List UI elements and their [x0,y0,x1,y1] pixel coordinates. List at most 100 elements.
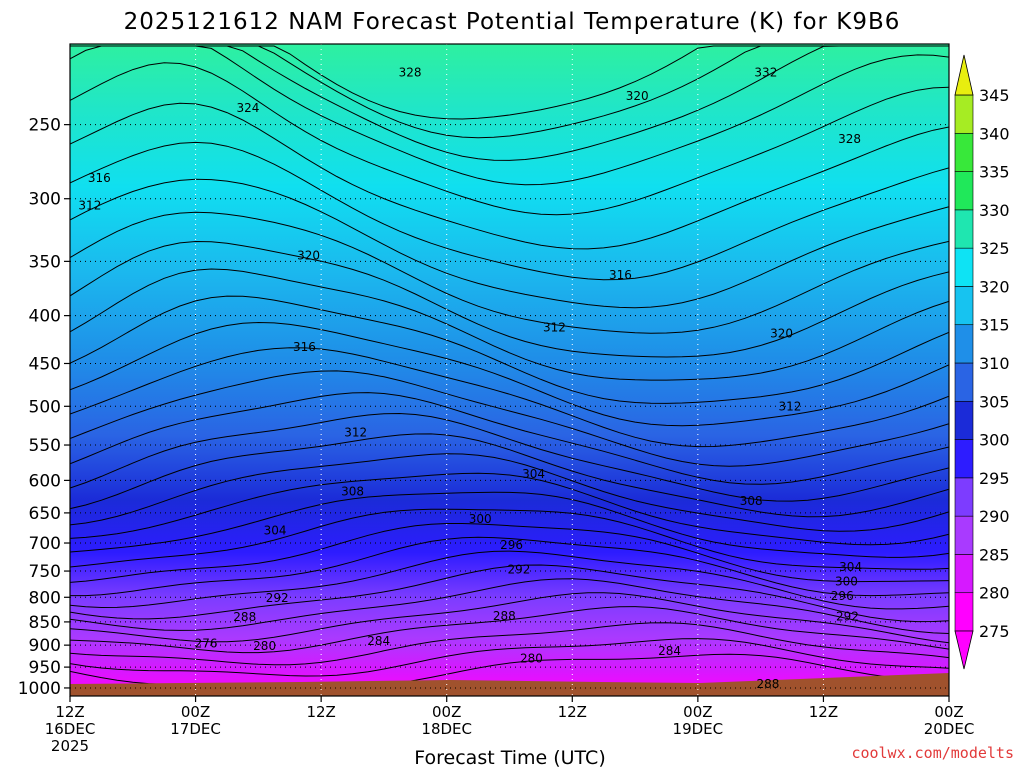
isentrope-line [70,412,949,502]
colorbar-tick-label: 275 [979,622,1010,641]
isentrope-line [70,268,949,381]
colorbar-segment [954,554,974,594]
isentrope-line [70,606,949,654]
x-tick-label: 00Z [683,703,712,721]
contour-label: 300 [469,512,492,526]
x-tick-label: 17DEC [170,720,221,738]
terrain-ground [70,673,949,696]
contour-label: 320 [770,327,793,341]
y-tick-label: 850 [29,613,61,633]
y-tick-label: 300 [29,190,61,210]
isentrope-line [70,550,949,610]
isentrope-line [70,592,949,644]
chart-title: 2025121612 NAM Forecast Potential Temper… [124,9,901,35]
contour-label: 328 [838,132,861,146]
contour-label: 320 [626,89,649,103]
isentrope-line [70,321,949,427]
isentrope-line [70,508,949,570]
contour-label: 312 [78,198,101,212]
x-tick-label: 00Z [432,703,461,721]
colorbar-tick-label: 345 [979,86,1010,105]
colorbar-segment [954,439,974,479]
contour-label: 292 [836,610,859,624]
colorbar-tick-label: 280 [979,584,1010,603]
isentrope-line [70,62,949,216]
x-tick-label: 00Z [181,703,210,721]
contour-label: 292 [507,562,530,576]
isentrope-line [70,564,949,623]
y-tick-label: 550 [29,436,61,456]
x-tick-label: 20DEC [924,720,975,738]
x-axis-title: Forecast Time (UTC) [414,747,605,768]
colorbar-tick-label: 330 [979,201,1010,220]
x-tick-label: 2025 [51,737,89,755]
y-tick-label: 600 [29,471,61,491]
contour-label: 296 [500,538,523,552]
isentrope-line [70,45,949,120]
y-tick-label: 900 [29,636,61,656]
colorbar-segment [954,94,974,134]
isentrope-line [70,433,949,518]
contour-label: 308 [341,485,364,499]
isentrope-line [70,45,949,186]
colorbar-tick-label: 315 [979,316,1010,335]
y-tick-label: 800 [29,588,61,608]
contour-labels: 328 332 324 320 328 316 312 320 316 312 316 320 312 3… [78,66,862,691]
y-tick-label: 450 [29,354,61,374]
contour-label: 276 [195,636,218,650]
isentrope-line [70,491,949,558]
isentrope-lines [70,45,949,687]
contour-label: 288 [233,610,256,624]
contour-label: 328 [399,66,422,80]
y-tick-label: 250 [29,116,61,136]
isentrope-line [70,141,949,281]
isentrope-line [70,536,949,597]
y-tick-label: 950 [29,658,61,678]
x-tick-label: 16DEC [45,720,96,738]
contour-label: 280 [253,639,276,653]
isentrope-line [70,453,949,532]
isentrope-line [70,347,949,448]
colorbar-segment [954,324,974,364]
contour-label: 288 [757,677,780,691]
x-tick-label: 18DEC [421,720,472,738]
x-tick-label: 19DEC [673,720,724,738]
x-tick-label: 12Z [809,703,838,721]
contour-label: 300 [835,575,858,589]
contour-label: 304 [264,524,287,538]
contour-label: 284 [367,634,390,648]
contour-label: 332 [754,66,777,80]
isentrope-line [70,523,949,583]
contour-label: 316 [88,171,111,185]
y-tick-label: 500 [29,397,61,417]
contour-label: 296 [831,589,854,603]
x-tick-label: 00Z [934,703,963,721]
contour-label: 288 [493,609,516,623]
y-tick-label: 350 [29,252,61,272]
colorbar-segment [954,400,974,440]
colorbar-extend-bottom [954,630,974,670]
colorbar-tick-label: 305 [979,392,1010,411]
isentrope-line [70,472,949,546]
isentrope-line [70,102,949,250]
temperature-field [70,44,949,696]
colorbar-tick-label: 310 [979,354,1010,373]
x-tick-label: 12Z [306,703,335,721]
colorbar-segment [954,362,974,402]
isentrope-line [70,392,949,485]
grid-lines [70,44,949,696]
y-axis-pressure: 250 300 350 400 450 500 550 600 650 700 750 800 850 9… [18,116,70,699]
colorbar-tick-label: 295 [979,469,1010,488]
colorbar-segment [954,477,974,517]
y-tick-label: 750 [29,562,61,582]
contour-label: 312 [543,321,566,335]
x-tick-label: 12Z [558,703,587,721]
y-tick-label: 400 [29,307,61,327]
isentrope-line [70,178,949,309]
contour-label: 316 [609,268,632,282]
contour-label: 324 [236,101,259,115]
contour-label: 312 [778,399,801,413]
colorbar-segment [954,209,974,249]
